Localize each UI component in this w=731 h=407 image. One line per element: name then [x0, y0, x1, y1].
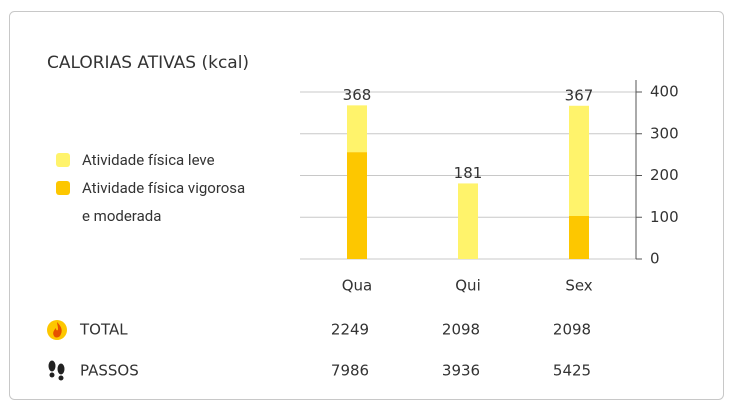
row-value: 7986 — [331, 362, 369, 380]
legend-swatch — [56, 181, 70, 195]
bar-segment — [347, 152, 367, 259]
legend-item: Atividade física leve — [56, 146, 256, 174]
legend-swatch — [56, 153, 70, 167]
row-label: PASSOS — [80, 362, 139, 380]
legend: Atividade física leve Atividade física vi… — [56, 146, 256, 230]
flame-icon — [47, 320, 67, 340]
footprints-icon — [48, 360, 65, 381]
bar-segment — [569, 105, 589, 216]
y-tick-label: 300 — [650, 124, 679, 142]
x-tick-label: Qua — [342, 277, 373, 295]
x-tick-label: Qui — [455, 277, 480, 295]
bar-segment — [347, 105, 367, 153]
row-value: 2098 — [553, 321, 591, 339]
total-label: 368 — [343, 86, 372, 104]
y-tick-label: 100 — [650, 208, 679, 226]
row-value: 5425 — [553, 362, 591, 380]
x-tick-label: Sex — [565, 277, 592, 295]
row-value: 2249 — [331, 321, 369, 339]
chart-title: CALORIAS ATIVAS (kcal) — [47, 53, 249, 73]
row-value: 2098 — [442, 321, 480, 339]
bar-segment — [569, 215, 589, 259]
row-label: TOTAL — [79, 321, 128, 339]
y-tick-label: 400 — [650, 83, 679, 101]
legend-label: Atividade física vigorosa e moderada — [82, 179, 246, 225]
y-tick-label: 200 — [650, 166, 679, 184]
legend-label: Atividade física leve — [82, 151, 215, 169]
y-tick-label: 0 — [650, 250, 660, 268]
legend-item: Atividade física vigorosa e moderada — [56, 174, 256, 230]
total-label: 181 — [454, 164, 483, 182]
row-value: 3936 — [442, 362, 480, 380]
total-label: 367 — [565, 86, 594, 104]
bar-segment — [458, 183, 478, 259]
